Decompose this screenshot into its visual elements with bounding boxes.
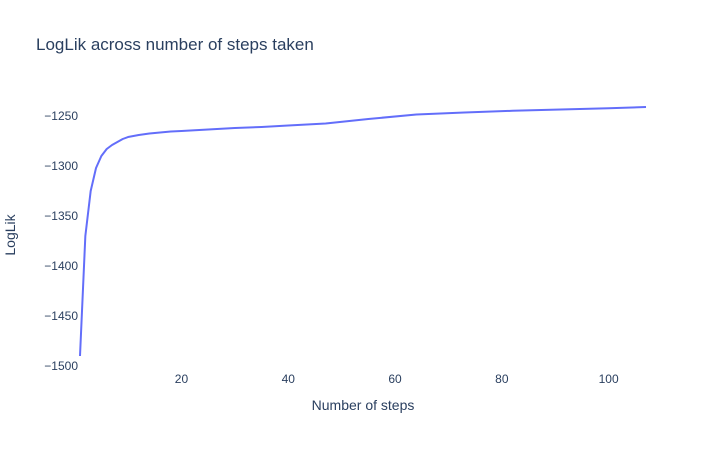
y-tick-label: −1400 — [44, 259, 78, 273]
x-tick-label: 60 — [388, 372, 402, 386]
x-tick-label: 20 — [175, 372, 189, 386]
chart-title: LogLik across number of steps taken — [36, 35, 314, 54]
series-line — [79, 106, 647, 357]
x-tick-label: 80 — [495, 372, 509, 386]
y-axis-ticks: −1500 −1450 −1400 −1350 −1300 −1250 — [44, 109, 78, 373]
y-tick-label: −1300 — [44, 159, 78, 173]
series-group — [79, 106, 647, 357]
x-tick-label: 40 — [282, 372, 296, 386]
y-tick-label: −1350 — [44, 209, 78, 223]
y-tick-label: −1450 — [44, 309, 78, 323]
y-tick-label: −1500 — [44, 359, 78, 373]
x-axis-ticks: 20 40 60 80 100 — [175, 372, 619, 386]
x-tick-label: 100 — [599, 372, 619, 386]
x-axis-title: Number of steps — [312, 397, 415, 413]
y-tick-label: −1250 — [44, 109, 78, 123]
y-axis-title: LogLik — [2, 213, 18, 255]
